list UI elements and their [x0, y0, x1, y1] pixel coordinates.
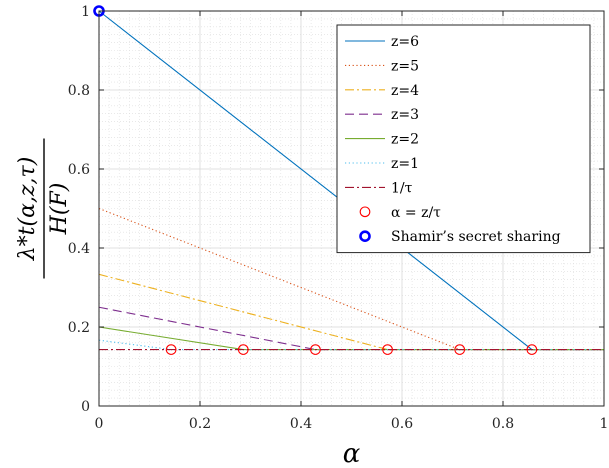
legend-label-6: z=1 [391, 156, 419, 172]
x-tick-label: 0 [95, 416, 104, 432]
x-tick-label: 0.8 [492, 416, 514, 432]
y-axis-title-denominator: H(F) [47, 183, 72, 236]
marker-point-1 [165, 344, 177, 355]
marker-point-1 [237, 344, 249, 355]
legend-label-3: z=4 [391, 83, 419, 99]
marker-point-1 [382, 344, 393, 355]
y-tick-label: 0.4 [68, 241, 90, 257]
x-axis-title: α [343, 439, 361, 468]
plot-area-frame [98, 10, 605, 407]
x-tick-label: 0.6 [391, 416, 413, 432]
marker-point-1 [526, 344, 538, 355]
y-tick-label: 0.2 [68, 320, 90, 336]
legend-label-9: Shamir’s secret sharing [391, 229, 561, 245]
y-tick-label: 0.8 [68, 83, 90, 99]
y-tick-label: 1 [81, 4, 90, 20]
x-tick-label: 1 [600, 416, 609, 432]
y-axis-title: λ*t(α,z,τ) H(F) [15, 138, 72, 279]
y-axis-title-numerator: λ*t(α,z,τ) [15, 157, 40, 262]
legend-swatch-9 [359, 230, 371, 242]
marker-point-1 [310, 344, 321, 355]
legend: z=6 z=5 z=4 z=3 z=2 z=1 1/τ α = z/τ Shamir’s sec… [336, 24, 591, 254]
legend-label-4: z=3 [391, 107, 419, 123]
legend-label-1: z=6 [391, 34, 419, 50]
series-layer [98, 10, 604, 351]
x-tick-label: 0.2 [189, 416, 211, 432]
y-tick-label: 0 [81, 399, 90, 415]
series-line-4 [98, 306, 604, 351]
legend-label-7: 1/τ [391, 180, 413, 196]
legend-swatch-8 [359, 206, 371, 218]
marker-point-1 [454, 344, 466, 355]
legend-label-5: z=2 [391, 132, 419, 148]
legend-label-2: z=5 [391, 58, 419, 74]
ticks-layer: 0 0.2 0.4 0.6 0.8 1 0 0.2 0.4 0.6 0.8 1 [68, 4, 609, 432]
y-tick-label: 0.6 [68, 162, 90, 178]
legend-label-8: α = z/τ [391, 205, 441, 221]
x-tick-label: 0.4 [290, 416, 312, 432]
